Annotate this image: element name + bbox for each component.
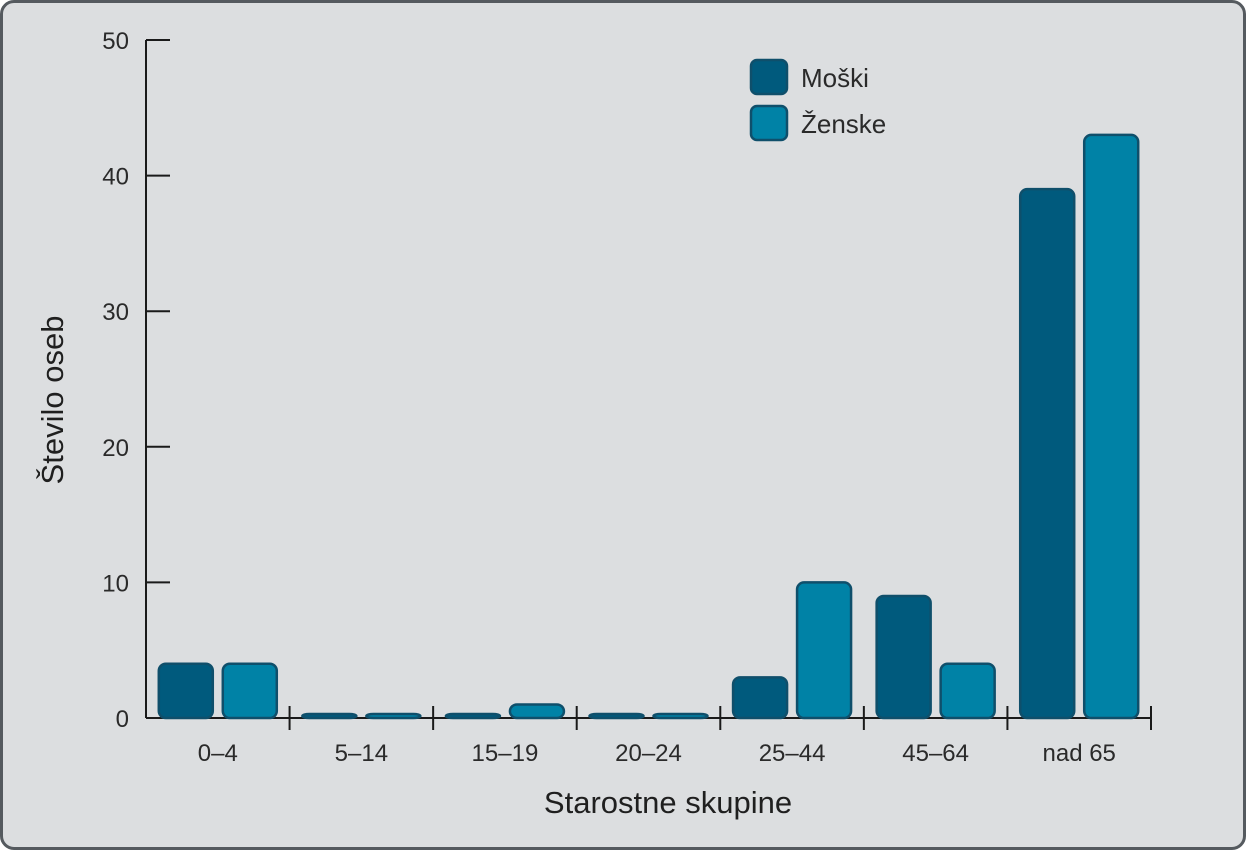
- x-tick-label: 20–24: [615, 740, 682, 767]
- bar-moski: [875, 594, 932, 720]
- y-tick-label: 30: [102, 299, 129, 326]
- axes: [145, 40, 1151, 719]
- bar-zenske: [221, 662, 279, 720]
- bar-moski: [444, 712, 502, 720]
- y-tick-label: 20: [102, 435, 129, 462]
- legend-swatch: [749, 104, 789, 142]
- bars: [157, 133, 1140, 720]
- legend-swatch: [749, 58, 789, 96]
- y-tick-label: 0: [116, 706, 129, 733]
- bar-zenske: [939, 662, 996, 720]
- y-axis-title: Število oseb: [35, 316, 70, 485]
- bar-chart: 0 10 20 30 40 50 0–4 5–14 15–19 20–24 25–44 45–64 n…: [35, 28, 1152, 820]
- bar-moski: [301, 712, 358, 720]
- bar-moski: [731, 676, 789, 720]
- y-ticks: 0 10 20 30 40 50: [102, 28, 170, 733]
- y-tick-label: 50: [102, 28, 129, 55]
- bar-zenske: [795, 581, 853, 720]
- bar-zenske: [652, 712, 709, 720]
- bar-moski: [1018, 187, 1076, 720]
- legend-label: Ženske: [801, 109, 886, 139]
- bar-zenske: [508, 703, 566, 720]
- x-ticks: 0–4 5–14 15–19 20–24 25–44 45–64 nad 65: [198, 706, 1152, 767]
- x-tick-label: 5–14: [335, 740, 388, 767]
- legend-label: Moški: [801, 63, 869, 93]
- x-tick-label: 45–64: [902, 740, 969, 767]
- y-tick-label: 40: [102, 164, 129, 191]
- x-tick-label: 0–4: [198, 740, 238, 767]
- legend: Moški Ženske: [749, 58, 886, 142]
- x-tick-label: nad 65: [1043, 740, 1116, 767]
- bar-zenske: [1082, 133, 1140, 720]
- bar-zenske: [365, 712, 422, 720]
- x-tick-label: 25–44: [759, 740, 826, 767]
- bar-moski: [588, 712, 645, 720]
- x-tick-label: 15–19: [472, 740, 539, 767]
- y-tick-label: 10: [102, 570, 129, 597]
- x-axis-title: Starostne skupine: [544, 785, 792, 820]
- bar-moski: [157, 662, 215, 720]
